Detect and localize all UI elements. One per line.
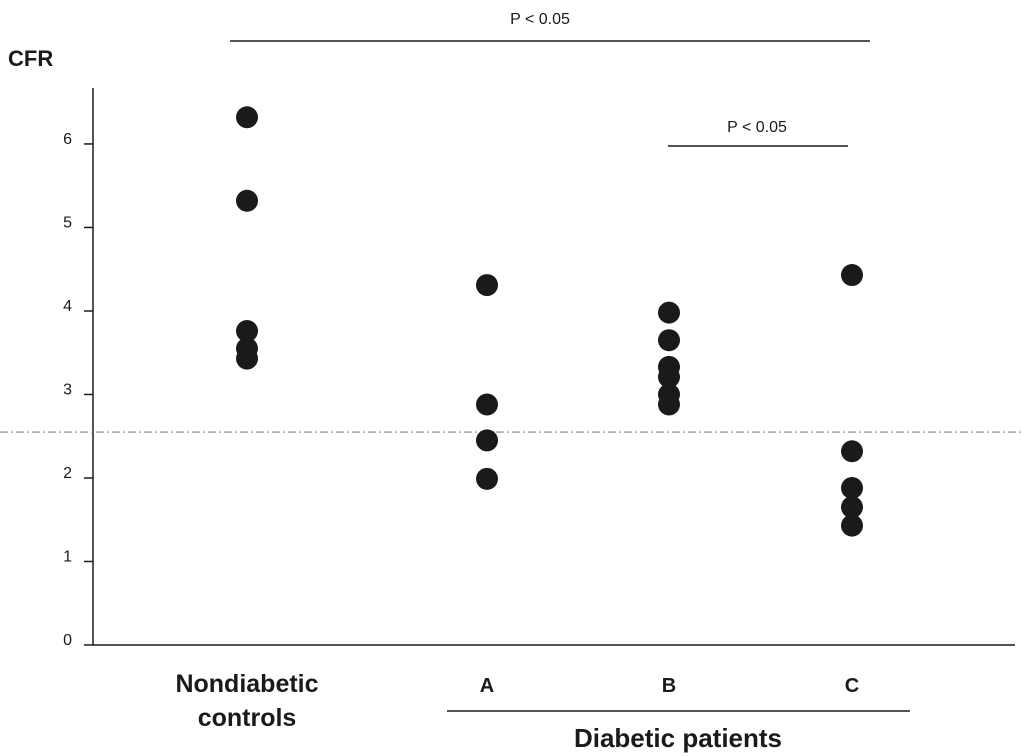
dot — [236, 106, 258, 129]
dot — [841, 496, 863, 519]
x-tick-label: Nondiabetic controls — [175, 670, 319, 732]
dot — [658, 301, 680, 324]
y-tick-label: 1 — [63, 549, 72, 566]
y-tick-label: 4 — [63, 298, 72, 315]
dot — [476, 429, 498, 452]
dot — [476, 467, 498, 490]
y-axis-title: CFR — [8, 46, 53, 71]
dot — [476, 393, 498, 416]
dot — [841, 514, 863, 537]
dot — [236, 189, 258, 212]
x-tick-label: A — [479, 675, 495, 697]
x-tick-label: B — [661, 675, 677, 697]
y-tick-label: 2 — [63, 465, 72, 482]
dot — [841, 477, 863, 500]
dot — [476, 274, 498, 297]
y-tick-label: 3 — [63, 382, 72, 399]
y-tick-label: 5 — [63, 215, 72, 232]
dot — [658, 393, 680, 416]
group-label: Diabetic patients — [574, 723, 782, 753]
annotation: P < 0.05 — [727, 119, 787, 136]
y-tick-label: 6 — [63, 131, 72, 148]
dot — [658, 329, 680, 352]
annotation: P < 0.05 — [510, 11, 570, 28]
x-tick-label: C — [844, 675, 860, 697]
dot — [658, 365, 680, 388]
dot — [841, 264, 863, 287]
dot — [236, 320, 258, 343]
y-tick-label: 0 — [63, 632, 72, 649]
dot — [236, 347, 258, 370]
dot — [841, 440, 863, 463]
